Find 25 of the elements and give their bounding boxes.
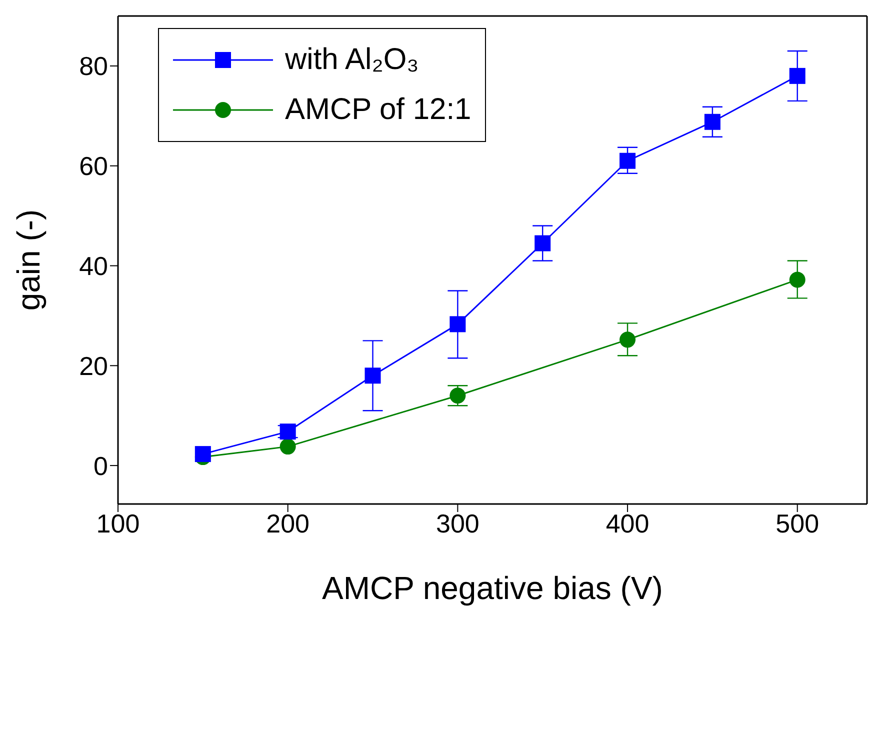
point bbox=[364, 368, 381, 384]
point bbox=[620, 152, 636, 169]
y-tick-label: 40 bbox=[79, 250, 108, 281]
y-axis-title: gain (-) bbox=[10, 209, 46, 311]
x-tick-label: 400 bbox=[606, 508, 650, 538]
legend-label: with Al₂O₃ bbox=[285, 43, 419, 77]
y-tick-label: 80 bbox=[79, 51, 108, 82]
x-axis-title: AMCP negative bias (V) bbox=[322, 570, 663, 606]
x-tick-label: 300 bbox=[436, 508, 480, 538]
y-tick-label: 0 bbox=[94, 450, 108, 481]
point bbox=[280, 438, 296, 455]
point bbox=[450, 316, 466, 332]
point bbox=[789, 272, 806, 288]
x-tick-label: 500 bbox=[776, 508, 820, 538]
legend-label: AMCP of 12:1 bbox=[285, 93, 472, 127]
y-tick-label: 60 bbox=[79, 151, 108, 182]
x-tick-label: 200 bbox=[266, 508, 310, 538]
point bbox=[534, 235, 551, 252]
point bbox=[789, 68, 806, 84]
y-tick-label: 20 bbox=[79, 350, 108, 381]
x-tick-label: 100 bbox=[96, 508, 140, 538]
point bbox=[704, 114, 720, 130]
point bbox=[280, 424, 296, 440]
point bbox=[620, 332, 636, 348]
point bbox=[194, 446, 211, 462]
